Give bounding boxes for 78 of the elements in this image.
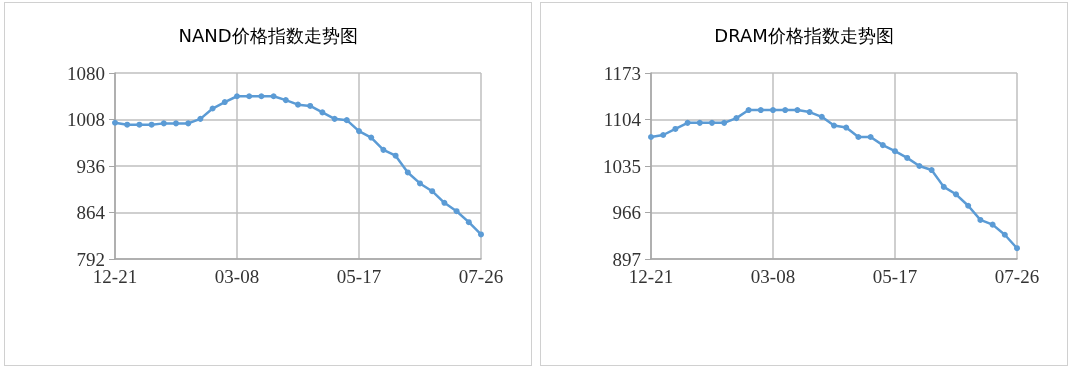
point xyxy=(441,199,448,206)
point xyxy=(1001,231,1008,238)
point xyxy=(831,122,837,129)
x-tick-label: 05-17 xyxy=(336,266,382,287)
point xyxy=(989,221,996,228)
point xyxy=(1014,245,1020,252)
point xyxy=(258,93,265,100)
point xyxy=(209,105,216,112)
point xyxy=(331,115,338,122)
point xyxy=(940,183,947,190)
point xyxy=(221,99,228,106)
point xyxy=(953,191,959,198)
point xyxy=(356,128,362,135)
point xyxy=(977,216,984,223)
point xyxy=(234,93,240,100)
x-tick-label: 07-26 xyxy=(458,266,504,287)
point xyxy=(648,134,654,141)
point xyxy=(124,121,131,128)
point xyxy=(465,219,472,226)
point xyxy=(173,120,179,127)
point xyxy=(965,202,972,209)
y-tick-label: 1104 xyxy=(603,109,642,130)
point xyxy=(148,121,155,128)
point xyxy=(867,134,874,141)
point xyxy=(380,146,387,153)
point xyxy=(757,107,764,114)
point xyxy=(782,107,789,114)
point xyxy=(453,208,460,215)
point xyxy=(745,107,752,114)
point xyxy=(368,134,375,141)
point xyxy=(855,134,862,141)
point xyxy=(404,169,411,176)
point xyxy=(660,132,667,138)
point xyxy=(282,97,289,104)
point xyxy=(392,152,399,159)
y-tick-label: 936 xyxy=(76,155,105,177)
point xyxy=(478,231,484,238)
point xyxy=(684,119,691,126)
x-tick-label: 03-08 xyxy=(750,266,796,287)
point xyxy=(892,148,898,155)
x-tick-label: 05-17 xyxy=(872,266,918,287)
point xyxy=(843,124,850,131)
point xyxy=(672,125,679,132)
point xyxy=(709,119,715,126)
point xyxy=(916,163,923,169)
point xyxy=(295,101,301,108)
point xyxy=(343,117,350,124)
chart-title: DRAM价格指数走势图 xyxy=(714,24,894,46)
point xyxy=(721,119,728,126)
point xyxy=(794,107,801,114)
point xyxy=(879,142,886,149)
point xyxy=(185,120,192,127)
x-tick-label: 03-08 xyxy=(214,266,260,287)
y-tick-label: 1035 xyxy=(603,155,641,177)
point xyxy=(733,115,740,122)
point xyxy=(246,93,253,100)
point xyxy=(904,154,911,161)
point xyxy=(270,93,277,100)
point xyxy=(417,180,423,187)
point xyxy=(112,119,118,126)
y-tick-label: 1008 xyxy=(67,109,105,130)
y-tick-label: 864 xyxy=(76,202,106,223)
point xyxy=(197,115,204,122)
point xyxy=(136,121,143,128)
point xyxy=(429,188,436,195)
point xyxy=(160,120,167,127)
x-tick-label: 07-26 xyxy=(994,266,1040,287)
point xyxy=(928,167,935,174)
point xyxy=(770,107,776,114)
point xyxy=(696,119,703,126)
chart-title: NAND价格指数走势图 xyxy=(178,24,358,46)
point xyxy=(806,109,813,116)
point xyxy=(307,102,314,109)
y-tick-label: 1173 xyxy=(603,62,641,84)
y-tick-label: 1080 xyxy=(67,62,105,84)
point xyxy=(818,113,825,120)
y-tick-label: 966 xyxy=(612,202,641,223)
point xyxy=(319,109,326,116)
